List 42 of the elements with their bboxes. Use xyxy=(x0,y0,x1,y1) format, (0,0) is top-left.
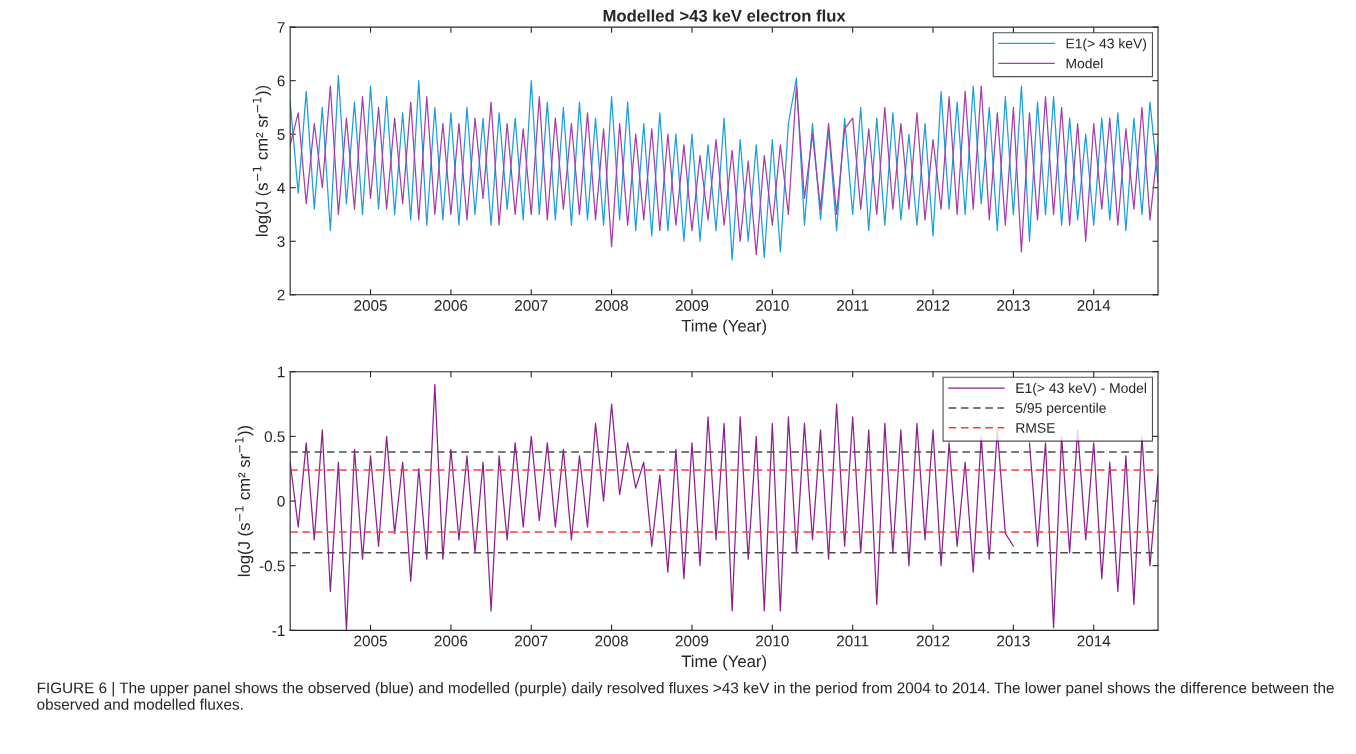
y-tick-label: 6 xyxy=(277,75,285,87)
y-axis-title: log(J (s$^{−1}$ cm² sr$^{−1}$)) xyxy=(234,425,254,577)
x-tick-label: 2007 xyxy=(515,635,548,647)
x-tick-label: 2013 xyxy=(997,300,1030,311)
x-tick-label: 2011 xyxy=(837,300,869,311)
y-axis-title: log(J (s$^{−1}$ cm² sr$^{−1}$)) xyxy=(252,85,272,237)
y-tick-label: 4 xyxy=(277,182,285,194)
x-tick-label: 2008 xyxy=(595,635,628,647)
x-tick-label: 2007 xyxy=(515,300,548,311)
x-tick-label: 2014 xyxy=(1077,635,1111,647)
x-tick-label: 2005 xyxy=(354,635,387,647)
x-tick-label: 2013 xyxy=(997,635,1030,647)
chart-title: Modelled >43 keV electron flux xyxy=(603,9,846,22)
x-tick-label: 2009 xyxy=(675,635,709,647)
legend-label: 5/95 percentile xyxy=(1015,402,1106,416)
x-tick-label: 2011 xyxy=(837,635,869,647)
legend-label: E1(> 43 keV) - Model xyxy=(1016,382,1146,396)
x-tick-label: 2006 xyxy=(434,635,468,647)
x-tick-label: 2006 xyxy=(434,300,468,311)
x-tick-label: 2014 xyxy=(1077,300,1111,311)
x-tick-label: 2010 xyxy=(756,300,789,311)
x-tick-label: 2012 xyxy=(916,300,950,311)
legend-label: E1(> 43 keV) xyxy=(1066,38,1147,52)
x-tick-label: 2010 xyxy=(756,635,789,647)
y-tick-label: -0.5 xyxy=(259,560,285,572)
y-tick-label: 0.5 xyxy=(264,431,285,443)
legend-label: RMSE xyxy=(1016,422,1055,433)
x-tick-label: 2012 xyxy=(916,635,950,647)
y-tick-label: 7 xyxy=(277,22,285,33)
y-tick-label: 1 xyxy=(277,366,285,378)
x-axis-title: Time (Year) xyxy=(681,319,766,335)
y-tick-label: 5 xyxy=(277,129,285,140)
y-tick-label: 0 xyxy=(277,495,285,507)
y-tick-label: 3 xyxy=(277,236,285,247)
x-tick-label: 2009 xyxy=(675,300,709,311)
caption: FIGURE 6 | The upper panel shows the observed (blue) and modelled (purple) daily resolved fluxes >43 keV in the period from 2004 to 2014. The lower panel shows the difference between the observed and modelled fluxes. xyxy=(37,682,1334,710)
y-tick-label: 2 xyxy=(277,289,285,301)
x-axis-title: Time (Year) xyxy=(681,655,766,671)
x-tick-label: 2005 xyxy=(354,300,387,311)
legend-label: Model xyxy=(1066,58,1103,69)
x-tick-label: 2008 xyxy=(595,300,628,311)
y-tick-label: -1 xyxy=(272,625,285,636)
